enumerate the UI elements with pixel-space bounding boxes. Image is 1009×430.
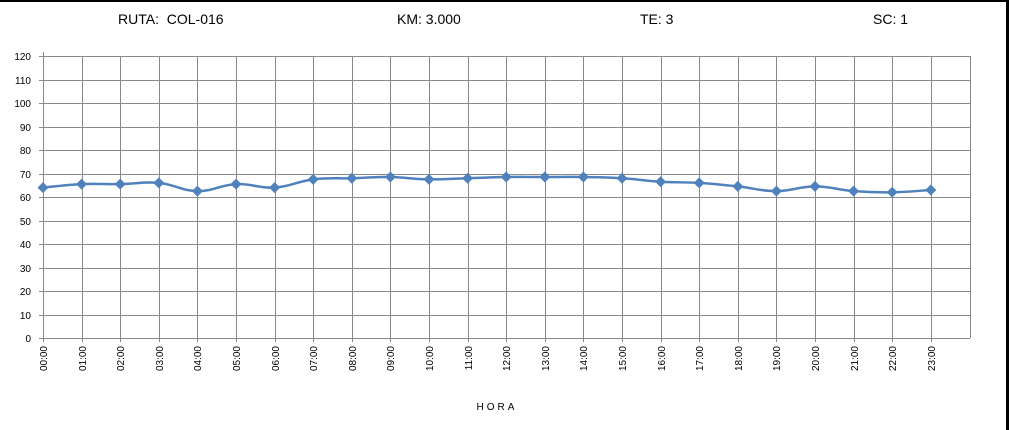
data-point-marker: [384, 171, 396, 183]
data-point-marker: [732, 180, 744, 192]
y-tick-label: 80: [20, 146, 32, 157]
data-point-marker: [655, 176, 667, 188]
y-tick-label: 100: [14, 99, 31, 110]
data-point-marker: [500, 171, 512, 183]
data-point-marker: [230, 178, 242, 190]
x-tick-label: 22:00: [888, 346, 899, 371]
y-tick-label: 20: [20, 287, 32, 298]
data-point-marker: [462, 172, 474, 184]
data-point-marker: [191, 185, 203, 197]
x-tick-label: 00:00: [39, 346, 50, 371]
data-point-marker: [346, 172, 358, 184]
y-axis-ticks: 0 10 20 30 40 50 60 70 80 90 100 110 120: [14, 52, 31, 345]
grid: [43, 56, 971, 338]
x-tick-label: 05:00: [232, 346, 243, 371]
data-point-marker: [153, 177, 165, 189]
data-point-marker: [770, 185, 782, 197]
y-tick-label: 120: [14, 52, 31, 63]
x-tick-label: 21:00: [850, 346, 861, 371]
km-label: KM: 3.000: [397, 11, 461, 27]
x-tick-label: 03:00: [155, 346, 166, 371]
x-tick-label: 09:00: [386, 346, 397, 371]
data-point-marker: [616, 172, 628, 184]
data-point-marker: [577, 171, 589, 183]
x-tick-label: 01:00: [78, 346, 89, 371]
data-point-marker: [925, 184, 937, 196]
x-tick-label: 11:00: [464, 346, 475, 371]
data-point-marker: [269, 182, 281, 194]
y-tick-label: 10: [20, 311, 32, 322]
y-tick-label: 110: [15, 76, 31, 87]
data-point-marker: [693, 177, 705, 189]
x-tick-label: 15:00: [618, 346, 629, 371]
sc-label: SC: 1: [873, 11, 909, 27]
te-label: TE: 3: [640, 11, 674, 27]
x-tick-label: 17:00: [695, 346, 706, 371]
series-line: [42, 175, 931, 194]
x-tick-label: 10:00: [425, 346, 436, 371]
route-label: RUTA: COL-016: [118, 11, 224, 27]
x-tick-label: 12:00: [502, 346, 513, 371]
x-tick-label: 14:00: [579, 346, 590, 371]
y-tick-label: 50: [20, 217, 32, 228]
data-point-marker: [809, 180, 821, 192]
y-tick-label: 0: [25, 334, 31, 345]
x-tick-label: 07:00: [309, 346, 320, 371]
y-tick-label: 60: [20, 193, 32, 204]
x-tick-label: 02:00: [116, 346, 127, 371]
y-tick-label: 90: [20, 123, 32, 134]
y-tick-label: 30: [20, 264, 32, 275]
data-point-marker: [37, 182, 49, 194]
x-tick-label: 06:00: [271, 346, 282, 371]
x-axis-ticks: 00:00 01:00 02:00 03:00 04:00 05:00 06:00 07:00…: [39, 346, 938, 371]
x-tick-label: 13:00: [541, 346, 552, 371]
series: [37, 171, 937, 198]
x-axis-title: HORA: [477, 402, 518, 413]
x-tick-label: 23:00: [927, 346, 938, 371]
x-tick-label: 20:00: [811, 346, 822, 371]
data-point-marker: [886, 186, 898, 198]
data-point-marker: [423, 173, 435, 185]
data-point-marker: [539, 171, 551, 183]
data-point-marker: [307, 173, 319, 185]
x-tick-label: 08:00: [348, 346, 359, 371]
y-tick-label: 40: [20, 240, 32, 251]
x-tick-label: 18:00: [734, 346, 745, 371]
x-tick-label: 04:00: [193, 346, 204, 371]
y-tick-label: 70: [20, 170, 32, 181]
data-point-marker: [114, 178, 126, 190]
x-tick-label: 19:00: [772, 346, 783, 371]
data-point-marker: [848, 185, 860, 197]
data-point-marker: [76, 178, 88, 190]
axes: [39, 52, 970, 342]
x-tick-label: 16:00: [657, 346, 668, 371]
